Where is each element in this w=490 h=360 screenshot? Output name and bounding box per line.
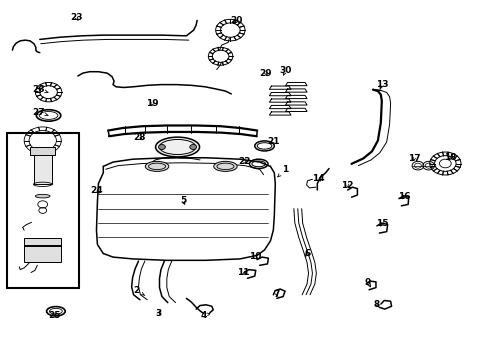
Text: 28: 28: [133, 133, 146, 142]
Text: 6: 6: [304, 249, 311, 258]
Text: 13: 13: [375, 80, 388, 89]
Text: 4: 4: [200, 311, 210, 320]
Bar: [24, 238, 61, 262]
Text: 18: 18: [444, 153, 457, 162]
Text: 1: 1: [278, 165, 289, 177]
Text: 11: 11: [237, 268, 249, 277]
Text: 21: 21: [267, 137, 280, 146]
Text: 8: 8: [374, 300, 380, 309]
Bar: [6, 134, 79, 288]
Ellipse shape: [146, 161, 169, 171]
Ellipse shape: [35, 194, 50, 198]
Ellipse shape: [156, 137, 199, 157]
Text: 24: 24: [90, 186, 103, 195]
Text: 23: 23: [70, 13, 83, 22]
Text: 25: 25: [48, 311, 61, 320]
Text: 27: 27: [32, 108, 48, 117]
Text: 10: 10: [248, 252, 261, 261]
Text: 7: 7: [273, 289, 280, 298]
Bar: [30, 147, 55, 155]
Text: 12: 12: [342, 180, 354, 189]
Text: 26: 26: [32, 85, 48, 94]
Text: 17: 17: [408, 154, 420, 163]
Text: 19: 19: [146, 99, 158, 108]
Text: 20: 20: [230, 16, 243, 25]
Text: 9: 9: [365, 278, 371, 287]
Text: 15: 15: [375, 219, 388, 228]
Text: 2: 2: [133, 286, 145, 296]
Circle shape: [190, 144, 196, 149]
Text: 14: 14: [312, 174, 324, 183]
Text: 29: 29: [260, 69, 272, 78]
Ellipse shape: [214, 161, 237, 171]
Bar: [34, 149, 51, 184]
Text: 30: 30: [279, 67, 291, 76]
Circle shape: [159, 144, 165, 149]
Text: 16: 16: [398, 192, 411, 201]
Text: 3: 3: [155, 309, 162, 318]
Text: 5: 5: [180, 196, 186, 205]
Text: 22: 22: [238, 157, 250, 166]
